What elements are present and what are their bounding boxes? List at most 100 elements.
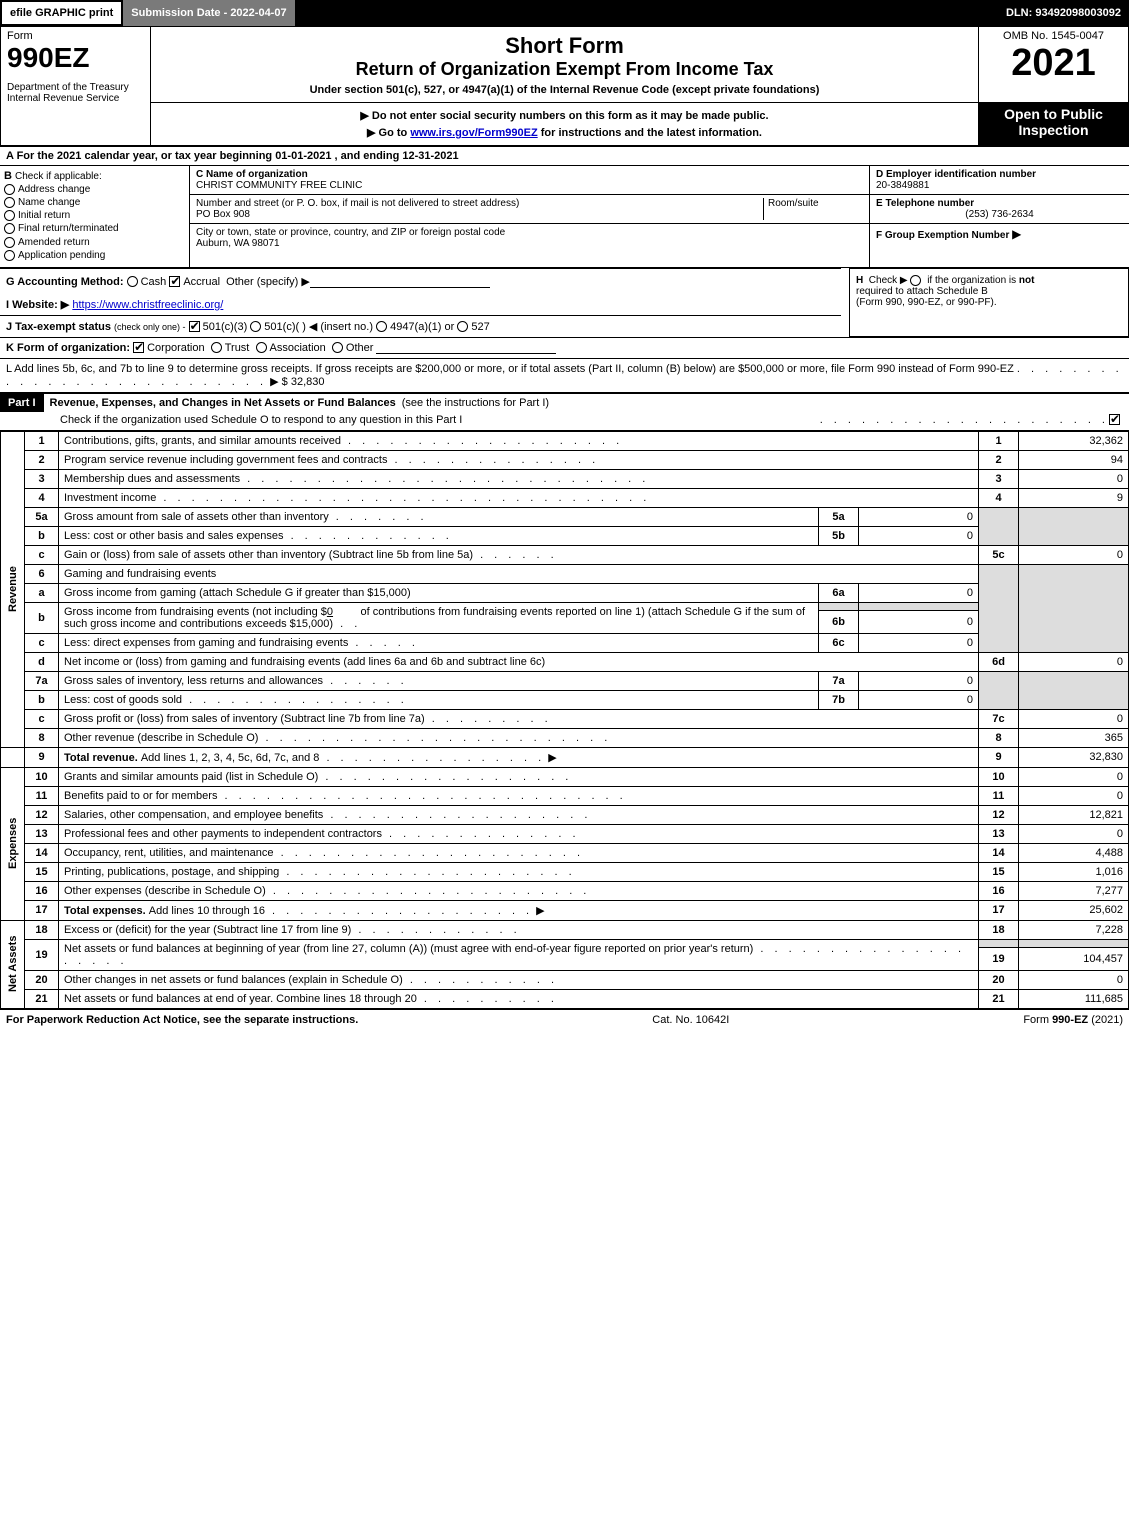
f-arrow: ▶: [1012, 227, 1021, 241]
f-label: F Group Exemption Number: [876, 230, 1009, 241]
ln6a-subamt: 0: [859, 583, 979, 602]
line-i: I Website: ▶ https://www.christfreeclini…: [0, 294, 841, 315]
ln6d-amt: 0: [1019, 652, 1129, 671]
ln18-amt: 7,228: [1019, 920, 1129, 939]
part1-label: Part I: [0, 394, 44, 412]
ln20-amt: 0: [1019, 970, 1129, 989]
g-label: G Accounting Method:: [6, 276, 124, 288]
goto-note: ▶ Go to www.irs.gov/Form990EZ for instru…: [157, 126, 972, 139]
ln11-desc: Benefits paid to or for members . . . . …: [59, 786, 979, 805]
short-form-title: Short Form: [157, 33, 972, 59]
e-label: E Telephone number: [876, 198, 974, 209]
topbar-spacer: [295, 0, 998, 26]
ln7b-desc: Less: cost of goods sold . . . . . . . .…: [59, 690, 819, 709]
ln2-desc: Program service revenue including govern…: [59, 450, 979, 469]
j-label: J Tax-exempt status: [6, 321, 111, 333]
l-text: L Add lines 5b, 6c, and 7b to line 9 to …: [6, 363, 1014, 375]
tax-year: 2021: [985, 42, 1122, 85]
j-501c3[interactable]: [189, 321, 200, 332]
ln7a-desc: Gross sales of inventory, less returns a…: [59, 671, 819, 690]
ln16-desc: Other expenses (describe in Schedule O) …: [59, 881, 979, 900]
city-label: City or town, state or province, country…: [196, 227, 505, 238]
k-other[interactable]: [332, 342, 343, 353]
part1-schedule-o-check[interactable]: [1109, 414, 1120, 425]
top-bar: efile GRAPHIC print Submission Date - 20…: [0, 0, 1129, 26]
under-section: Under section 501(c), 527, or 4947(a)(1)…: [157, 84, 972, 96]
other-label: Other (specify) ▶: [226, 276, 310, 288]
right-info-col: D Employer identification number 20-3849…: [869, 166, 1129, 267]
ln8-amt: 365: [1019, 728, 1129, 747]
line-h: H Check ▶ if the organization is not req…: [849, 268, 1129, 337]
form-label: Form: [7, 30, 144, 42]
expenses-label: Expenses: [1, 767, 25, 920]
ln1-ref: 1: [979, 431, 1019, 450]
ln3-amt: 0: [1019, 469, 1129, 488]
k-assoc[interactable]: [256, 342, 267, 353]
ln10-desc: Grants and similar amounts paid (list in…: [59, 767, 979, 786]
ln21-amt: 111,685: [1019, 989, 1129, 1008]
ln7a-subamt: 0: [859, 671, 979, 690]
ln12-desc: Salaries, other compensation, and employ…: [59, 805, 979, 824]
c-name-label: C Name of organization: [196, 169, 308, 180]
return-title: Return of Organization Exempt From Incom…: [157, 59, 972, 80]
opt-amended-return[interactable]: Amended return: [4, 237, 185, 248]
k-corp[interactable]: [133, 342, 144, 353]
room-label: Room/suite: [768, 198, 819, 209]
header-table: Form 990EZ Department of the Treasury In…: [0, 26, 1129, 146]
ln17-amt: 25,602: [1019, 900, 1129, 920]
ln11-amt: 0: [1019, 786, 1129, 805]
ein-value: 20-3849881: [876, 180, 929, 191]
part1-check-row: Check if the organization used Schedule …: [0, 412, 1129, 431]
open-public-inspection: Open to Public Inspection: [979, 103, 1129, 146]
opt-initial-return[interactable]: Initial return: [4, 210, 185, 221]
ln6b-subamt: 0: [859, 611, 979, 634]
ssn-warning: ▶ Do not enter social security numbers o…: [157, 109, 972, 122]
ln1-num: 1: [25, 431, 59, 450]
goto-post: for instructions and the latest informat…: [538, 127, 762, 139]
ln7c-amt: 0: [1019, 709, 1129, 728]
ln2-amt: 94: [1019, 450, 1129, 469]
b-label: B: [4, 170, 12, 182]
irs-link[interactable]: www.irs.gov/Form990EZ: [410, 127, 537, 139]
part1-hint: (see the instructions for Part I): [402, 397, 549, 409]
website-link[interactable]: https://www.christfreeclinic.org/: [72, 299, 223, 311]
ln21-desc: Net assets or fund balances at end of ye…: [59, 989, 979, 1008]
line-k: K Form of organization: Corporation Trus…: [0, 338, 1129, 359]
part1-header: Part I Revenue, Expenses, and Changes in…: [0, 393, 1129, 412]
h-not: not: [1019, 275, 1035, 286]
department-label: Department of the Treasury Internal Reve…: [7, 82, 144, 104]
opt-application-pending[interactable]: Application pending: [4, 250, 185, 261]
j-501c[interactable]: [250, 321, 261, 332]
page-footer: For Paperwork Reduction Act Notice, see …: [0, 1009, 1129, 1030]
h-text3: required to attach Schedule B: [856, 286, 988, 297]
k-trust[interactable]: [211, 342, 222, 353]
j-527[interactable]: [457, 321, 468, 332]
opt-name-change[interactable]: Name change: [4, 197, 185, 208]
accrual-label: Accrual: [183, 276, 220, 288]
accrual-check[interactable]: [169, 276, 180, 287]
ln10-amt: 0: [1019, 767, 1129, 786]
j-4947[interactable]: [376, 321, 387, 332]
street-label: Number and street (or P. O. box, if mail…: [196, 198, 519, 209]
ln1-desc: Contributions, gifts, grants, and simila…: [59, 431, 979, 450]
ln13-amt: 0: [1019, 824, 1129, 843]
lines-table: Revenue 1 Contributions, gifts, grants, …: [0, 431, 1129, 1009]
opt-final-return[interactable]: Final return/terminated: [4, 223, 185, 234]
ln19-amt: 104,457: [1019, 948, 1129, 971]
form-number: 990EZ: [7, 42, 144, 74]
ln5b-subamt: 0: [859, 526, 979, 545]
omb-number: OMB No. 1545-0047: [985, 30, 1122, 42]
section-b: B Check if applicable: Address change Na…: [0, 166, 190, 267]
footer-cat: Cat. No. 10642I: [652, 1014, 729, 1026]
ln7b-subamt: 0: [859, 690, 979, 709]
goto-pre: ▶ Go to: [367, 127, 410, 139]
l-amount: ▶ $ 32,830: [270, 376, 324, 388]
ln6d-desc: Net income or (loss) from gaming and fun…: [59, 652, 979, 671]
cash-radio[interactable]: [127, 276, 138, 287]
ln15-desc: Printing, publications, postage, and shi…: [59, 862, 979, 881]
opt-address-change[interactable]: Address change: [4, 184, 185, 195]
ln1-amt: 32,362: [1019, 431, 1129, 450]
h-check[interactable]: [910, 275, 921, 286]
footer-right: Form 990-EZ (2021): [1023, 1014, 1123, 1026]
ln9-amt: 32,830: [1019, 747, 1129, 767]
